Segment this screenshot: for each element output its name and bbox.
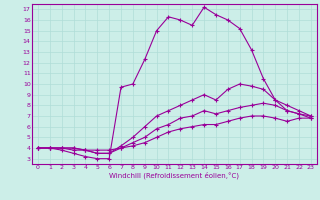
X-axis label: Windchill (Refroidissement éolien,°C): Windchill (Refroidissement éolien,°C) xyxy=(109,172,239,179)
